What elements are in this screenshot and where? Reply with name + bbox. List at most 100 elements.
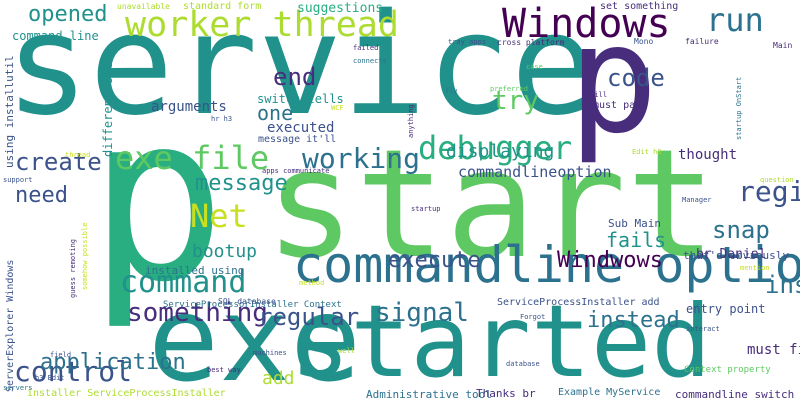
cloud-word: snap xyxy=(712,216,770,244)
cloud-word: thought xyxy=(678,147,738,163)
cloud-word: somehow possible xyxy=(81,222,89,290)
cloud-word: run xyxy=(706,1,764,39)
cloud-word: must pass xyxy=(593,100,648,111)
cloud-word: case xyxy=(526,63,543,71)
cloud-word: application xyxy=(40,350,186,375)
cloud-word: service xyxy=(5,0,596,147)
cloud-word: interact xyxy=(686,325,720,333)
cloud-word: add xyxy=(262,368,295,389)
cloud-word: WCF xyxy=(331,104,344,112)
cloud-word: suggestions xyxy=(297,1,384,16)
cloud-word: field xyxy=(50,351,72,359)
cloud-word: commandlineoption xyxy=(458,163,612,181)
cloud-word: message xyxy=(195,171,288,196)
cloud-word: exe file xyxy=(115,139,270,177)
cloud-word: Sub Main xyxy=(608,217,661,230)
cloud-word: commandline switch xyxy=(675,388,795,400)
cloud-word: signal xyxy=(375,298,469,328)
cloud-word: thread xyxy=(65,151,91,159)
cloud-word: installed using xyxy=(145,264,245,277)
cloud-word: SQL database xyxy=(218,297,276,306)
cloud-word: Example MyService xyxy=(558,387,661,398)
cloud-word: Mono xyxy=(634,37,654,46)
cloud-word: message it'll xyxy=(258,134,337,145)
cloud-word: different entry xyxy=(101,48,115,157)
cloud-word: regular xyxy=(258,303,360,331)
cloud-word: p xyxy=(88,66,227,333)
cloud-word: apps communicate xyxy=(262,167,330,175)
cloud-word: preferred xyxy=(490,85,528,93)
cloud-word: question xyxy=(760,176,794,184)
cloud-word: guess remoting xyxy=(69,238,77,298)
cloud-word: Administrative tool xyxy=(366,388,492,400)
cloud-word: best way xyxy=(207,366,241,374)
cloud-word: that'd obviously xyxy=(683,249,789,262)
cloud-word: servers xyxy=(3,384,33,392)
cloud-word: started xyxy=(290,283,712,400)
cloud-word: code xyxy=(607,64,665,92)
cloud-word: database xyxy=(506,360,540,368)
cloud-word: br Daniel xyxy=(696,247,767,262)
cloud-word: commandline option xyxy=(293,236,800,294)
cloud-word: control xyxy=(14,355,133,388)
cloud-word: mention xyxy=(740,264,770,272)
cloud-word: startup xyxy=(411,205,441,213)
cloud-word: Windows xyxy=(502,1,671,47)
cloud-word: startup OnStart xyxy=(735,76,743,140)
cloud-word: one xyxy=(257,101,294,125)
cloud-word: installer ServiceProcessInstaller xyxy=(27,388,226,399)
cloud-word: start xyxy=(265,118,717,292)
cloud-word: ServiceProcessorInstaller Context xyxy=(163,300,342,310)
cloud-word: Main xyxy=(773,41,793,50)
cloud-word: tray apps xyxy=(448,38,486,46)
cloud-word: failed xyxy=(353,44,379,52)
cloud-word: execute xyxy=(388,248,481,273)
cloud-word: need xyxy=(15,183,68,208)
cloud-word: must first xyxy=(747,342,800,358)
cloud-word: failure xyxy=(685,37,719,46)
cloud-word: debugger xyxy=(418,129,573,167)
cloud-word: Context property xyxy=(684,365,771,375)
cloud-word: ServerExplorer Windows xyxy=(5,259,16,392)
cloud-word: machines xyxy=(253,349,287,357)
cloud-word: displaying xyxy=(446,141,555,162)
cloud-word: standard form xyxy=(183,1,262,12)
cloud-word: opened xyxy=(28,2,108,27)
cloud-word: ServiceProcessInstaller add xyxy=(497,297,660,308)
cloud-word: create xyxy=(15,148,102,176)
cloud-word: switch tells xyxy=(257,92,344,106)
cloud-word: executed xyxy=(267,120,335,136)
cloud-word: h3 Edit xyxy=(35,374,65,382)
cloud-word: Thanks br xyxy=(476,387,536,400)
cloud-word: something xyxy=(127,298,268,328)
cloud-word: end xyxy=(273,63,317,91)
cloud-word: unavailable xyxy=(117,2,170,11)
cloud-word: exe xyxy=(148,270,362,400)
cloud-word: Windwows xyxy=(557,248,663,273)
cloud-word: connects xyxy=(353,57,387,65)
cloud-word: installutil xyxy=(765,271,800,299)
cloud-word: hr h3 xyxy=(211,115,233,123)
cloud-word: command xyxy=(120,265,247,300)
cloud-word: Edit h3 xyxy=(632,148,662,156)
cloud-word: support xyxy=(3,176,33,184)
cloud-word: try xyxy=(492,86,539,116)
cloud-word: entry point xyxy=(686,302,766,316)
cloud-word: bootup xyxy=(192,241,258,262)
cloud-word: using installutil xyxy=(3,55,16,168)
cloud-word: well xyxy=(338,347,355,355)
cloud-word: method xyxy=(299,279,325,287)
cloud-word: arguments xyxy=(151,99,227,115)
cloud-word: cross platform xyxy=(497,38,565,47)
cloud-word: p xyxy=(568,0,659,167)
cloud-word: set something xyxy=(600,1,679,12)
cloud-word: command line xyxy=(12,29,99,43)
cloud-word: anything xyxy=(407,104,415,138)
cloud-word: working xyxy=(302,142,421,175)
cloud-word: Forgot xyxy=(520,313,546,321)
cloud-word: fails xyxy=(606,228,667,252)
cloud-word: still xyxy=(586,91,608,99)
cloud-word: Manager xyxy=(682,196,712,204)
cloud-word: Net xyxy=(190,197,248,235)
